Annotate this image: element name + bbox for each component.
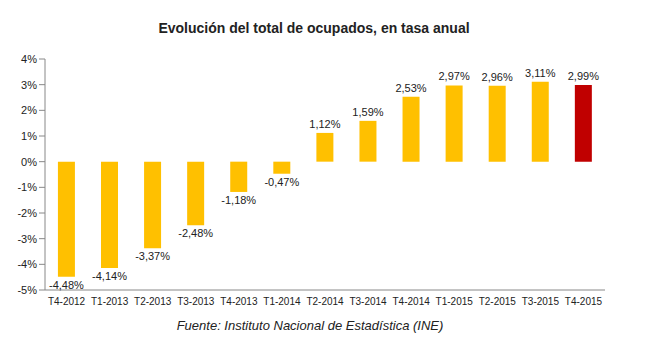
svg-text:-4%: -4%: [17, 258, 37, 270]
svg-text:T4-2014: T4-2014: [393, 296, 431, 307]
svg-text:T3-2015: T3-2015: [522, 296, 560, 307]
svg-text:-3,37%: -3,37%: [135, 250, 170, 262]
svg-text:T3-2014: T3-2014: [349, 296, 387, 307]
svg-text:T4-2013: T4-2013: [220, 296, 258, 307]
svg-text:-4,48%: -4,48%: [49, 279, 84, 291]
svg-text:T1-2014: T1-2014: [263, 296, 301, 307]
svg-text:T3-2013: T3-2013: [177, 296, 215, 307]
svg-text:4%: 4%: [21, 53, 37, 65]
svg-text:2%: 2%: [21, 104, 37, 116]
svg-text:T2-2013: T2-2013: [134, 296, 172, 307]
svg-text:2,96%: 2,96%: [482, 71, 513, 83]
svg-text:-0,47%: -0,47%: [264, 176, 299, 188]
svg-text:1,59%: 1,59%: [352, 106, 383, 118]
svg-text:-1,18%: -1,18%: [221, 194, 256, 206]
svg-text:T2-2015: T2-2015: [479, 296, 517, 307]
svg-text:-2,48%: -2,48%: [178, 227, 213, 239]
svg-text:-3%: -3%: [17, 233, 37, 245]
svg-text:-2%: -2%: [17, 207, 37, 219]
html-text:Fuente: Instituto Nacional de: Fuente: Instituto Nacional de Estadístic…: [176, 318, 444, 333]
html-text:Evolución del total de ocupado: Evolución del total de ocupados, en tasa…: [158, 20, 470, 36]
svg-text:-5%: -5%: [17, 284, 37, 296]
svg-text:-4,14%: -4,14%: [92, 270, 127, 282]
svg-text:2,53%: 2,53%: [395, 82, 426, 94]
svg-text:0%: 0%: [21, 156, 37, 168]
svg-text:1%: 1%: [21, 130, 37, 142]
svg-text:2,99%: 2,99%: [568, 70, 599, 82]
svg-text:3,11%: 3,11%: [525, 67, 556, 79]
svg-text:T4-2012: T4-2012: [48, 296, 86, 307]
svg-text:1,12%: 1,12%: [309, 118, 340, 130]
svg-text:3%: 3%: [21, 79, 37, 91]
svg-text:2,97%: 2,97%: [439, 70, 470, 82]
svg-text:-1%: -1%: [17, 181, 37, 193]
svg-text:T2-2014: T2-2014: [306, 296, 344, 307]
svg-text:T1-2015: T1-2015: [436, 296, 474, 307]
svg-text:T1-2013: T1-2013: [91, 296, 129, 307]
svg-text:T4-2015: T4-2015: [565, 296, 603, 307]
